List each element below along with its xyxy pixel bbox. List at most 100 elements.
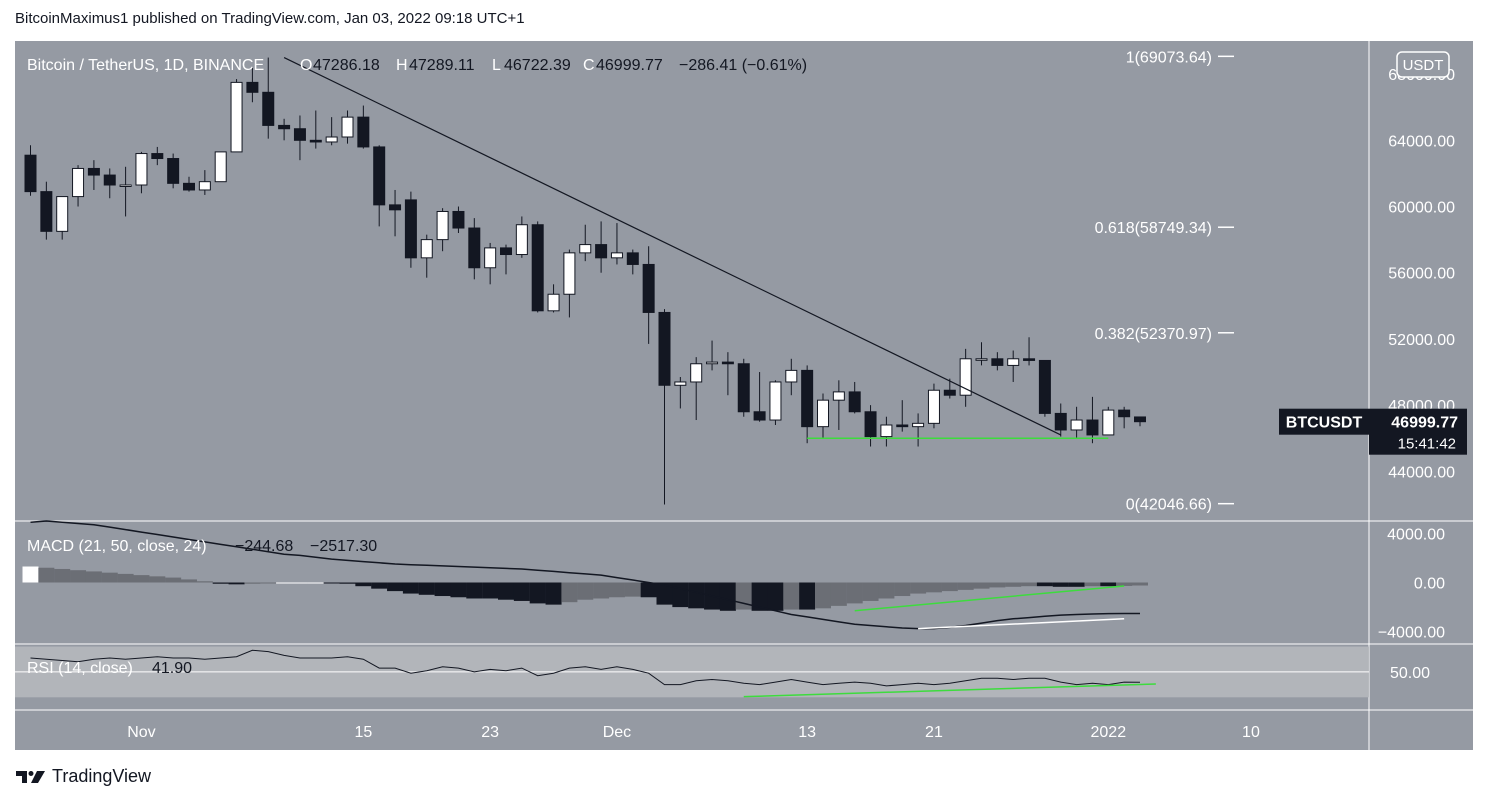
macd-histogram-bar bbox=[307, 582, 324, 584]
macd-histogram-bar bbox=[260, 582, 277, 584]
candle-body bbox=[1086, 419, 1099, 436]
macd-histogram-bar bbox=[387, 582, 404, 592]
candle-body bbox=[610, 252, 623, 259]
candle-body bbox=[1118, 409, 1131, 418]
macd-title: MACD (21, 50, close, 24) bbox=[27, 538, 207, 555]
price-axis[interactable] bbox=[1369, 41, 1473, 710]
macd-histogram-bar bbox=[878, 582, 895, 599]
candle-body bbox=[135, 153, 148, 186]
candle-body bbox=[674, 381, 687, 386]
macd-histogram-bar bbox=[624, 582, 641, 597]
time-tick-label: Nov bbox=[127, 724, 155, 741]
candles bbox=[24, 57, 1146, 505]
macd-histogram-bar bbox=[482, 582, 499, 599]
candle-body bbox=[927, 389, 940, 424]
price-tag-bg bbox=[1369, 408, 1467, 455]
candle-body bbox=[309, 139, 322, 143]
macd-histogram-bar bbox=[101, 572, 118, 583]
candle-body bbox=[246, 81, 259, 93]
macd-histogram-bar bbox=[656, 582, 673, 605]
macd-histogram-bar bbox=[355, 582, 372, 587]
time-tick-label: 13 bbox=[798, 724, 816, 741]
candle-body bbox=[1102, 409, 1115, 436]
price-pane[interactable] bbox=[15, 41, 1369, 521]
candle-body bbox=[737, 363, 750, 413]
macd-histogram-bar bbox=[38, 567, 55, 583]
time-tick-label: 21 bbox=[925, 724, 943, 741]
candle-body bbox=[1007, 358, 1020, 366]
fib-label: 0.618(58749.34) bbox=[1095, 220, 1212, 237]
candle-body bbox=[24, 154, 37, 193]
macd-histogram-bar bbox=[513, 582, 530, 601]
candle-body bbox=[214, 151, 227, 183]
macd-histogram-bar bbox=[608, 582, 625, 598]
macd-histogram-bar bbox=[1068, 582, 1085, 587]
time-tick-label: 15 bbox=[354, 724, 372, 741]
candle-body bbox=[1054, 412, 1067, 431]
macd-histogram-bar bbox=[577, 582, 594, 600]
macd-histogram-bar bbox=[783, 582, 800, 610]
macd-signal-divergence-line bbox=[918, 618, 1125, 630]
currency-button[interactable] bbox=[1396, 51, 1450, 78]
ohlc-low-label: L bbox=[492, 57, 501, 74]
macd-histogram-bar bbox=[640, 582, 657, 598]
time-tick-label: Dec bbox=[603, 724, 631, 741]
candle-body bbox=[357, 116, 370, 148]
macd-histogram-bar bbox=[1052, 582, 1069, 587]
macd-histogram-bar bbox=[1100, 582, 1117, 587]
ohlc-high-label: H bbox=[396, 57, 408, 74]
macd-histogram-bar bbox=[212, 582, 229, 584]
rsi-tick-label: 50.00 bbox=[1390, 665, 1430, 682]
fib-label: 0.382(52370.97) bbox=[1095, 326, 1212, 343]
current-price-tag: BTCUSDT 46999.77 15:41:42 bbox=[1279, 408, 1467, 455]
candle-body bbox=[56, 196, 69, 232]
candle-body bbox=[658, 311, 671, 386]
published-caption: BitcoinMaximus1 published on TradingView… bbox=[15, 10, 525, 27]
candle-body bbox=[404, 199, 417, 259]
tradingview-logo-icon bbox=[16, 769, 46, 785]
macd-histogram-bar bbox=[371, 582, 388, 589]
macd-histogram-bar bbox=[751, 582, 768, 611]
candle-body bbox=[563, 252, 576, 295]
candle-body bbox=[87, 167, 100, 176]
macd-tick-label: 0.00 bbox=[1414, 576, 1445, 593]
macd-histogram-bar bbox=[815, 582, 831, 609]
footer-brand[interactable]: TradingView bbox=[16, 766, 151, 787]
time-axis[interactable] bbox=[15, 710, 1473, 750]
macd-histogram-bar bbox=[276, 582, 293, 584]
candle-body bbox=[198, 181, 211, 191]
macd-histogram-bar bbox=[434, 582, 451, 597]
rsi-title: RSI (14, close) bbox=[27, 660, 133, 677]
candle-body bbox=[721, 361, 734, 365]
macd-histogram-bar bbox=[85, 571, 102, 583]
macd-bullish-divergence-line bbox=[854, 585, 1125, 612]
macd-tick-label: 4000.00 bbox=[1387, 526, 1445, 543]
macd-histogram-bar bbox=[498, 582, 514, 600]
candle-body bbox=[1038, 359, 1051, 414]
price-tag-value: 46999.77 bbox=[1391, 415, 1458, 432]
candle-body bbox=[468, 227, 481, 269]
macd-histogram-bar bbox=[466, 582, 483, 599]
macd-histogram-bar bbox=[1005, 582, 1022, 587]
macd-histogram-bar bbox=[402, 582, 419, 594]
candle-body bbox=[896, 424, 909, 428]
chart-title: Bitcoin / TetherUS, 1D, BINANCE bbox=[27, 57, 264, 74]
candle-body bbox=[103, 174, 116, 186]
candle-body bbox=[959, 358, 972, 396]
macd-histogram-bar bbox=[529, 582, 546, 604]
candle-body bbox=[1023, 358, 1036, 361]
candle-body bbox=[690, 363, 703, 383]
macd-histogram-bar bbox=[22, 566, 39, 583]
macd-histogram-bar bbox=[767, 582, 784, 611]
price-tick-label: 52000.00 bbox=[1388, 332, 1455, 349]
ohlc-close-label: C bbox=[583, 57, 595, 74]
candle-body bbox=[278, 124, 291, 130]
candle-body bbox=[864, 411, 877, 438]
candle-body bbox=[943, 389, 956, 396]
candle-body bbox=[500, 247, 512, 256]
rsi-indicator bbox=[30, 649, 1156, 698]
macd-histogram-bar bbox=[418, 582, 435, 595]
candle-body bbox=[119, 184, 132, 187]
candle-body bbox=[531, 224, 544, 312]
